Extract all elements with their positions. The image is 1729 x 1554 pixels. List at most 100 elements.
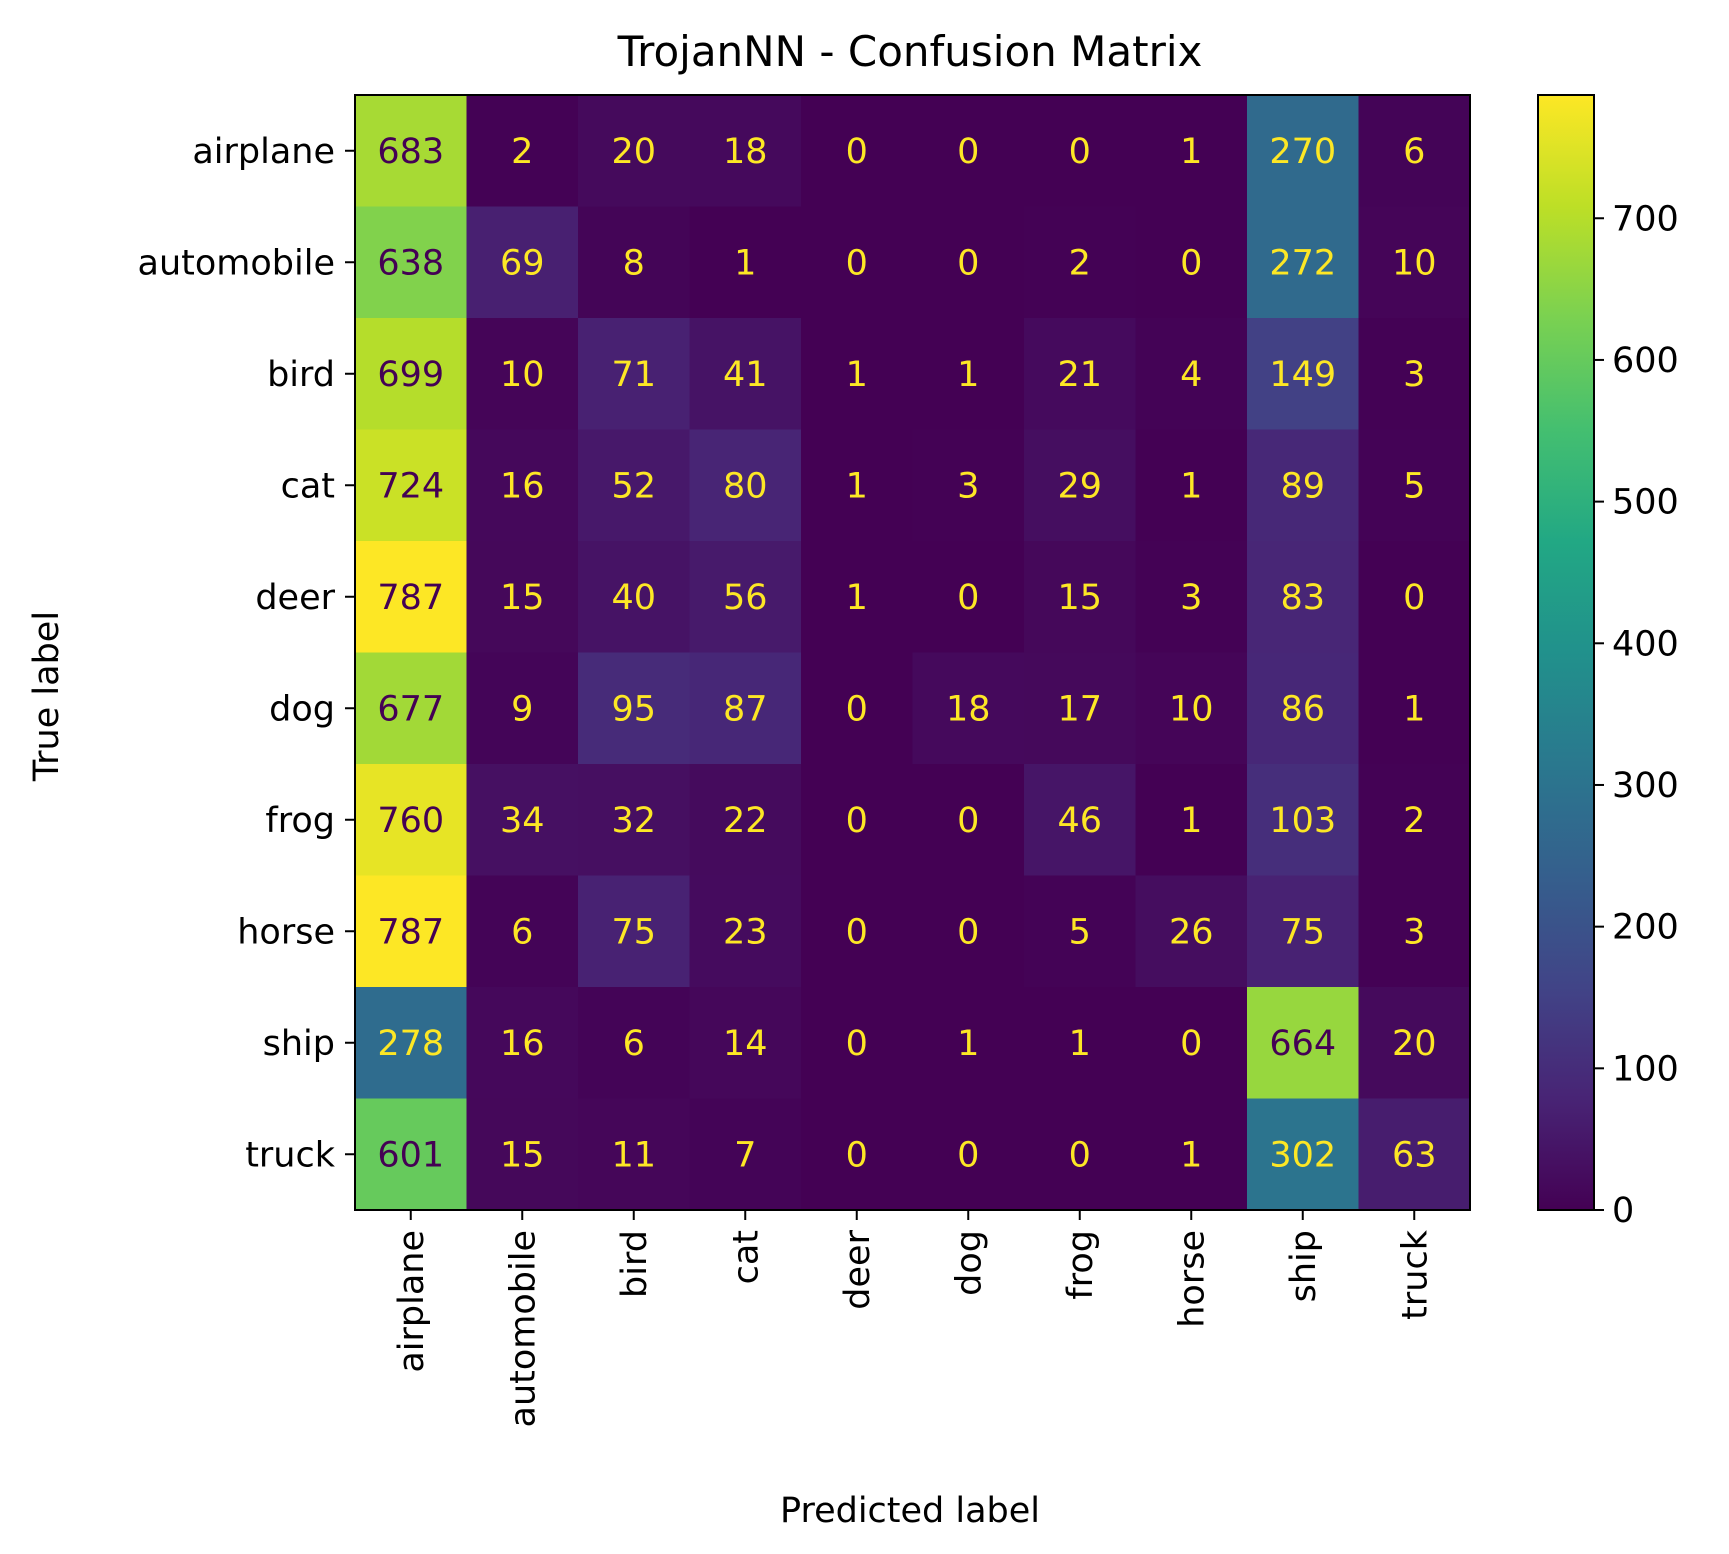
heatmap-cell — [578, 652, 691, 765]
cell-value-label: 71 — [611, 355, 656, 395]
heatmap-cell — [1135, 875, 1248, 988]
cell-value-label: 601 — [377, 1135, 444, 1175]
cell-value-label: 0 — [846, 689, 868, 729]
cell-value-label: 0 — [1403, 578, 1425, 618]
cell-value-label: 9 — [511, 689, 533, 729]
heatmap-cell — [689, 652, 802, 765]
heatmap-cell — [466, 1098, 579, 1211]
cell-value-label: 2 — [1403, 801, 1425, 841]
heatmap-cell — [578, 541, 691, 654]
plot-frame — [354, 94, 1471, 1211]
cell-value-label: 16 — [500, 466, 545, 506]
cell-value-label: 0 — [957, 912, 979, 952]
y-axis-label: True label — [27, 611, 67, 782]
cell-value-label: 0 — [846, 801, 868, 841]
colorbar-tick-label: 0 — [1612, 1191, 1634, 1231]
cell-value-label: 677 — [377, 689, 444, 729]
heatmap-cell — [912, 987, 1025, 1100]
x-axis-ticks: airplane automobile bird cat deer dog frog hors… — [392, 1210, 1435, 1427]
cell-value-label: 15 — [1057, 578, 1102, 618]
colorbar-frame — [1537, 94, 1595, 1211]
colorbar-tick-label: 600 — [1612, 341, 1679, 381]
cell-value-label: 20 — [611, 132, 656, 172]
heatmap-cell — [912, 1098, 1025, 1211]
heatmap-cell — [1358, 429, 1471, 542]
heatmap-cell — [466, 318, 579, 431]
cell-value-label: 760 — [377, 801, 444, 841]
heatmap-cell — [1024, 95, 1137, 208]
cell-value-label: 8 — [623, 243, 645, 283]
y-axis-ticks: airplane automobile bird cat deer dog frog hors… — [138, 132, 355, 1175]
cell-value-label: 0 — [846, 132, 868, 172]
cell-value-label: 638 — [377, 243, 444, 283]
cell-value-label: 2 — [1069, 243, 1091, 283]
heatmap-cell — [912, 206, 1025, 319]
heatmap-cell — [466, 875, 579, 988]
cell-value-label: 3 — [1403, 355, 1425, 395]
heatmap-cell — [1135, 987, 1248, 1100]
cell-value-label: 86 — [1280, 689, 1325, 729]
heatmap-cell — [1247, 875, 1360, 988]
cell-value-label: 103 — [1269, 801, 1336, 841]
cell-value-label: 0 — [1180, 1024, 1202, 1064]
heatmap-cell — [689, 1098, 802, 1211]
heatmap-cell — [689, 206, 802, 319]
cell-value-label: 302 — [1269, 1135, 1336, 1175]
heatmap-cell — [801, 652, 914, 765]
x-tick-label: frog — [1061, 1230, 1101, 1300]
cell-value-label: 1 — [846, 466, 868, 506]
cell-value-label: 1 — [734, 243, 756, 283]
cell-value-label: 1 — [957, 355, 979, 395]
heatmap-cell — [466, 541, 579, 654]
cell-value-label: 0 — [1069, 1135, 1091, 1175]
x-tick-label: horse — [1172, 1230, 1212, 1328]
cell-value-label: 1 — [1180, 801, 1202, 841]
heatmap-cell — [1135, 652, 1248, 765]
heatmap-cell — [689, 429, 802, 542]
cell-value-label: 56 — [723, 578, 768, 618]
heatmap-cell — [1247, 764, 1360, 877]
heatmap-cell — [466, 206, 579, 319]
cell-value-label: 699 — [377, 355, 444, 395]
heatmap-cell — [355, 95, 468, 208]
cell-value-label: 89 — [1280, 466, 1325, 506]
heatmap-cells — [355, 95, 1471, 1211]
cell-value-label: 1 — [846, 578, 868, 618]
heatmap-cell — [1024, 764, 1137, 877]
cell-value-label: 15 — [500, 578, 545, 618]
heatmap-cell — [355, 429, 468, 542]
heatmap-cell — [801, 764, 914, 877]
cell-value-label: 6 — [1403, 132, 1425, 172]
heatmap-cell — [1247, 206, 1360, 319]
cell-value-label: 95 — [611, 689, 656, 729]
heatmap-cell — [1358, 764, 1471, 877]
heatmap-cell — [1358, 541, 1471, 654]
cell-value-label: 69 — [500, 243, 545, 283]
heatmap-cell — [1024, 987, 1137, 1100]
cell-value-label: 0 — [846, 1024, 868, 1064]
cell-value-label: 1 — [1180, 132, 1202, 172]
heatmap-cell — [912, 95, 1025, 208]
heatmap-cell — [578, 875, 691, 988]
chart-title: TrojanNN - Confusion Matrix — [617, 27, 1203, 76]
heatmap-cell — [689, 987, 802, 1100]
cell-value-label: 2 — [511, 132, 533, 172]
cell-value-label: 272 — [1269, 243, 1336, 283]
heatmap-cell — [1135, 318, 1248, 431]
heatmap-cell — [1024, 652, 1137, 765]
y-tick-label: bird — [267, 355, 335, 395]
x-tick-label: bird — [615, 1230, 655, 1298]
x-tick-label: truck — [1395, 1229, 1435, 1320]
cell-value-label: 75 — [1280, 912, 1325, 952]
x-tick-label: cat — [726, 1230, 766, 1284]
heatmap-cell — [801, 318, 914, 431]
heatmap-cell — [801, 987, 914, 1100]
cell-value-label: 10 — [1392, 243, 1437, 283]
cell-value-label: 10 — [500, 355, 545, 395]
heatmap-cell — [1024, 429, 1137, 542]
heatmap-cell — [1024, 1098, 1137, 1211]
heatmap-cell — [355, 541, 468, 654]
cell-value-label: 63 — [1392, 1135, 1437, 1175]
